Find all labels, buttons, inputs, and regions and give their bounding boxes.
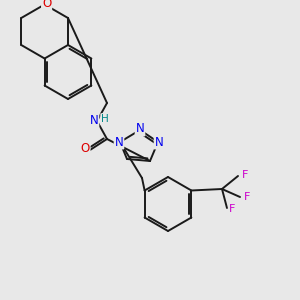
Text: O: O	[42, 0, 51, 10]
Text: F: F	[244, 192, 250, 202]
Text: N: N	[136, 122, 144, 136]
Text: F: F	[242, 170, 248, 180]
Text: F: F	[229, 204, 235, 214]
Text: N: N	[115, 136, 123, 148]
Text: O: O	[80, 142, 90, 155]
Text: N: N	[154, 136, 164, 148]
Text: H: H	[101, 114, 109, 124]
Text: N: N	[90, 115, 98, 128]
